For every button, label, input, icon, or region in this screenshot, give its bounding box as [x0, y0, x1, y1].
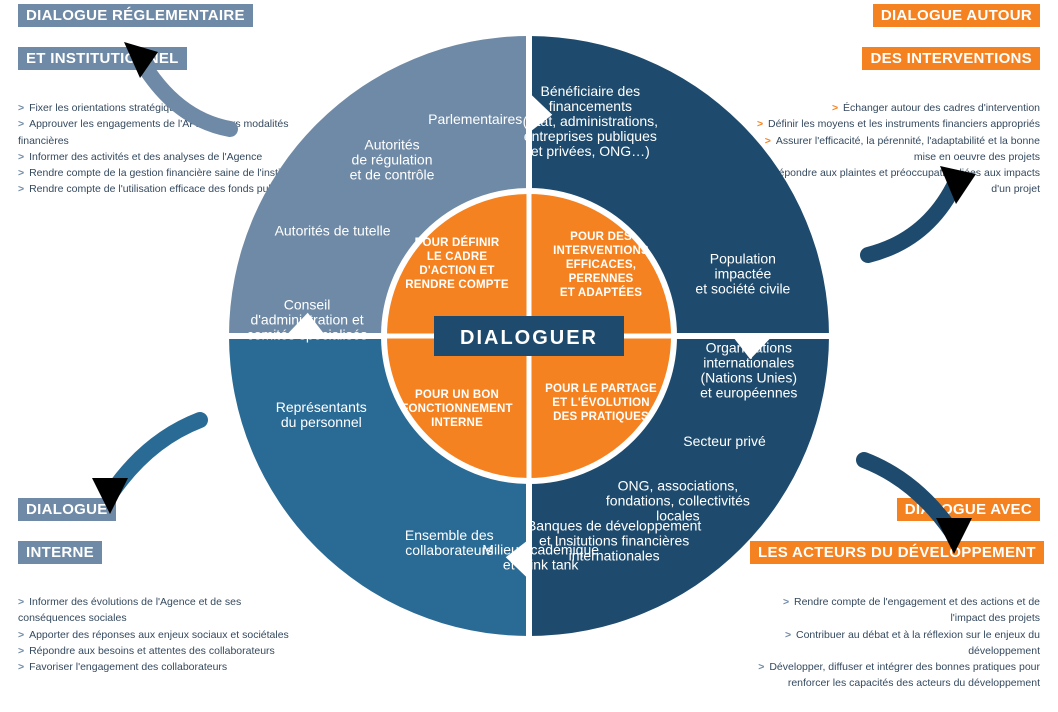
svg-text:DIALOGUER: DIALOGUER [460, 327, 598, 349]
svg-text:Bénéficiaire desfinancements(É: Bénéficiaire desfinancements(État, admin… [523, 83, 658, 159]
svg-text:Représentantsdu personnel: Représentantsdu personnel [276, 399, 367, 430]
corner-title-line: DIALOGUE RÉGLEMENTAIRE [18, 4, 253, 27]
arrow-bottom-right [856, 440, 976, 560]
svg-text:Secteur privé: Secteur privé [683, 433, 766, 449]
svg-text:POUR LE PARTAGEET L'ÉVOLUTIOND: POUR LE PARTAGEET L'ÉVOLUTIONDES PRATIQU… [545, 383, 657, 423]
svg-text:Autorités de tutelle: Autorités de tutelle [275, 223, 391, 239]
corner-title-line: DES INTERVENTIONS [862, 47, 1040, 70]
bullet-item: > Favoriser l'engagement des collaborate… [18, 659, 308, 675]
corner-title-line: DIALOGUE AUTOUR [873, 4, 1040, 27]
arrow-top-right [858, 160, 978, 280]
arrow-bottom-left [88, 400, 208, 520]
dialoguer-wheel: DIALOGUERPOUR DÉFINIRLE CADRED'ACTION ET… [219, 26, 839, 646]
corner-title-line: INTERNE [18, 541, 102, 564]
svg-text:Ensemble descollaborateurs: Ensemble descollaborateurs [405, 527, 494, 558]
bullet-item: > Développer, diffuser et intégrer des b… [750, 659, 1040, 692]
svg-text:Parlementaires: Parlementaires [428, 111, 522, 127]
svg-text:Organisationsinternationales(N: Organisationsinternationales(Nations Uni… [700, 339, 797, 400]
